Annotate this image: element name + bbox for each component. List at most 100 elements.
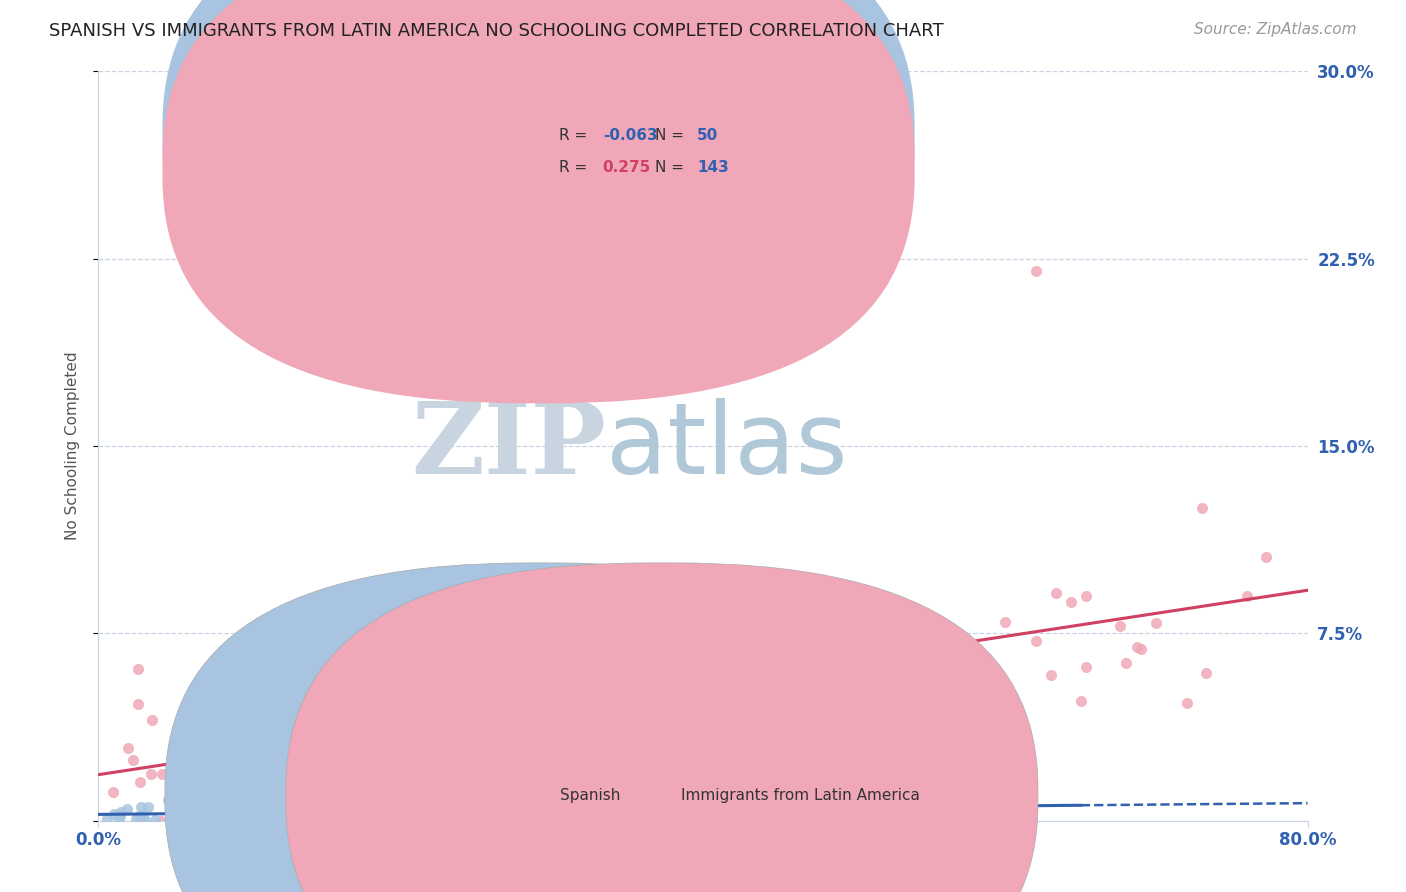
Point [430, 703, 453, 717]
Point [540, 675, 562, 690]
Point [101, 785, 124, 799]
Point [322, 812, 344, 826]
Point [596, 650, 619, 665]
Text: ZIP: ZIP [412, 398, 606, 494]
Point [478, 678, 501, 692]
Point [665, 688, 688, 702]
Point [231, 800, 253, 814]
Point [287, 812, 309, 826]
Point [696, 711, 718, 725]
Point [873, 102, 896, 116]
Point [571, 777, 593, 791]
Point [1129, 642, 1152, 657]
Point [396, 714, 419, 728]
Point [439, 797, 461, 811]
Point [315, 683, 337, 698]
Point [222, 794, 245, 808]
Point [108, 809, 131, 823]
Point [1191, 501, 1213, 516]
Point [759, 654, 782, 668]
Point [894, 690, 917, 705]
FancyBboxPatch shape [285, 563, 1038, 892]
Point [1024, 264, 1046, 278]
Point [128, 775, 150, 789]
Point [127, 697, 149, 711]
Point [335, 750, 357, 764]
Point [508, 698, 530, 713]
Point [187, 802, 209, 816]
Point [226, 731, 249, 745]
Point [1175, 696, 1198, 710]
Point [616, 681, 638, 696]
Point [1109, 619, 1132, 633]
Point [588, 674, 610, 689]
Point [96, 812, 118, 826]
Point [335, 804, 357, 818]
Point [863, 684, 886, 698]
Point [738, 739, 761, 754]
Point [610, 786, 633, 800]
Point [962, 647, 984, 661]
Point [799, 680, 821, 694]
FancyBboxPatch shape [163, 0, 915, 371]
Point [744, 665, 766, 680]
Point [461, 679, 484, 693]
Point [569, 690, 592, 705]
Point [343, 720, 366, 734]
Point [1039, 668, 1062, 682]
Point [531, 736, 554, 750]
Point [134, 814, 156, 828]
Point [465, 813, 488, 827]
Point [723, 674, 745, 689]
Point [128, 810, 150, 824]
Point [214, 814, 236, 828]
FancyBboxPatch shape [516, 116, 751, 187]
Point [749, 692, 772, 706]
Point [846, 688, 869, 702]
Text: 143: 143 [697, 160, 728, 175]
Point [304, 803, 326, 817]
Text: R =: R = [560, 128, 592, 143]
Point [430, 715, 453, 730]
Point [994, 615, 1017, 630]
Text: N =: N = [655, 160, 689, 175]
Point [172, 812, 194, 826]
Point [596, 810, 619, 824]
Point [103, 807, 125, 822]
Point [963, 650, 986, 665]
Point [139, 767, 162, 781]
Point [232, 734, 254, 748]
Text: atlas: atlas [606, 398, 848, 494]
Point [319, 807, 342, 822]
Point [329, 697, 352, 711]
Point [319, 743, 342, 757]
Text: R =: R = [560, 160, 592, 175]
Point [108, 813, 131, 827]
Point [150, 767, 173, 781]
Point [439, 726, 461, 740]
Point [409, 756, 432, 771]
Point [1125, 640, 1147, 654]
Point [405, 691, 427, 706]
Text: 0.275: 0.275 [603, 160, 651, 175]
Point [1256, 550, 1278, 565]
Point [157, 792, 180, 806]
Point [384, 805, 406, 819]
Point [359, 793, 381, 807]
Point [127, 662, 149, 676]
Point [193, 798, 215, 813]
Point [231, 773, 253, 788]
Point [834, 618, 856, 632]
Point [292, 715, 315, 730]
Point [162, 796, 184, 810]
Point [166, 789, 188, 803]
Point [603, 813, 626, 827]
Point [470, 692, 492, 706]
Point [931, 679, 953, 693]
Point [581, 655, 603, 669]
Point [117, 740, 139, 755]
Point [143, 814, 166, 828]
Point [616, 687, 638, 701]
Point [1045, 586, 1067, 600]
Point [430, 747, 453, 762]
